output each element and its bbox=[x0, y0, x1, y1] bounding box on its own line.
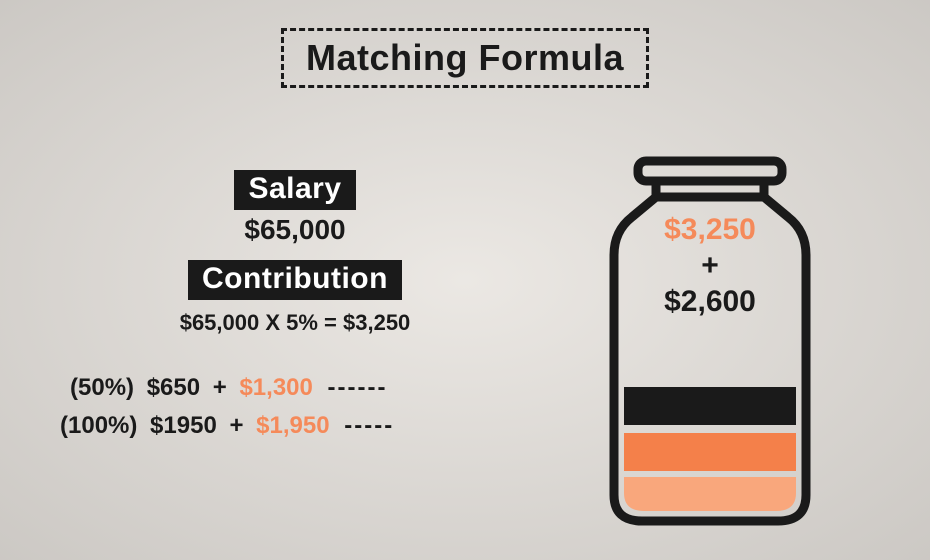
title-text: Matching Formula bbox=[306, 37, 624, 78]
contribution-equation: $65,000 X 5% = $3,250 bbox=[60, 310, 530, 336]
match-50-match: $1,300 bbox=[239, 374, 312, 401]
match-100-pct: (100%) bbox=[60, 412, 137, 439]
jar-plus: + bbox=[570, 249, 850, 283]
match-50-pct: (50%) bbox=[70, 374, 134, 401]
match-100-base: $1950 bbox=[150, 412, 217, 439]
jar-svg bbox=[570, 155, 850, 535]
salary-label: Salary bbox=[234, 170, 355, 210]
match-100-dashes: ----- bbox=[344, 412, 394, 439]
match-50-base: $650 bbox=[147, 374, 200, 401]
match-50-dashes: ------ bbox=[328, 374, 388, 401]
match-50-plus: + bbox=[213, 374, 227, 401]
match-row-50: (50%) $650 + $1,300 ------ bbox=[60, 374, 530, 402]
salary-value: $65,000 bbox=[60, 214, 530, 246]
match-100-match: $1,950 bbox=[256, 412, 329, 439]
jar-text: $3,250 + $2,600 bbox=[570, 213, 850, 319]
jar-bottom-value: $2,600 bbox=[570, 285, 850, 319]
match-row-100: (100%) $1950 + $1,950 ----- bbox=[60, 412, 530, 440]
title-box: Matching Formula bbox=[281, 28, 649, 88]
match-100-plus: + bbox=[229, 412, 243, 439]
jar-top-value: $3,250 bbox=[570, 213, 850, 247]
jar-graphic: $3,250 + $2,600 bbox=[570, 155, 850, 535]
left-column: Salary $65,000 Contribution $65,000 X 5%… bbox=[60, 170, 530, 450]
contribution-label: Contribution bbox=[188, 260, 402, 300]
